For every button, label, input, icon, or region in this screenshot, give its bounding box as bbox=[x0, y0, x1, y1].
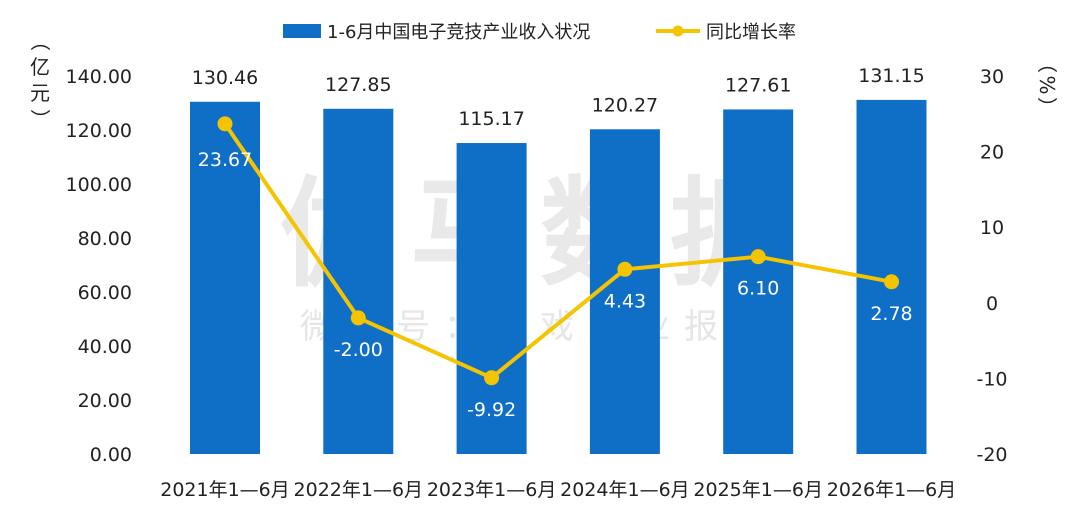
x-axis: 2021年1—6月 2022年1—6月 2023年1—6月 2024年1—6月 2025… bbox=[160, 479, 956, 501]
y-right-tick: 30 bbox=[980, 66, 1004, 88]
bar-value-label: 127.61 bbox=[725, 74, 791, 96]
bar-value-label: 120.27 bbox=[592, 94, 658, 116]
y-left-unit: 亿 bbox=[30, 55, 50, 79]
legend-bar-swatch bbox=[283, 24, 321, 38]
line-point bbox=[484, 370, 500, 386]
y-right-unit: （ bbox=[1035, 53, 1059, 73]
line-point bbox=[617, 261, 633, 277]
legend-line-marker bbox=[672, 25, 684, 37]
y-left-tick: 0.00 bbox=[90, 444, 132, 466]
x-tick-label: 2025年1—6月 bbox=[693, 479, 823, 501]
y-left-tick: 140.00 bbox=[66, 66, 132, 88]
x-tick-label: 2023年1—6月 bbox=[427, 479, 557, 501]
bar-value-label: 115.17 bbox=[458, 108, 524, 130]
legend: 1-6月中国电子竞技产业收入状况 同比增长率 bbox=[283, 22, 796, 43]
line-value-label: -9.92 bbox=[467, 399, 516, 421]
y-left-tick: 20.00 bbox=[78, 390, 132, 412]
bar bbox=[589, 129, 660, 454]
y-left-tick: 100.00 bbox=[66, 174, 132, 196]
y-left-unit: （ bbox=[28, 31, 52, 51]
bar-series: 130.46 127.85 115.17 120.27 127.61 131.15 bbox=[190, 65, 927, 455]
x-tick-label: 2022年1—6月 bbox=[294, 479, 424, 501]
line-point bbox=[884, 274, 899, 290]
line-value-label: 6.10 bbox=[737, 278, 779, 300]
y-left-tick: 80.00 bbox=[78, 228, 132, 250]
y-right-tick: 20 bbox=[980, 142, 1004, 164]
y-right-tick: -10 bbox=[976, 368, 1007, 390]
growth-line bbox=[223, 122, 892, 380]
bar-value-label: 130.46 bbox=[192, 67, 258, 89]
y-right-tick: -20 bbox=[976, 444, 1007, 466]
y-left-tick: 120.00 bbox=[66, 120, 132, 142]
line-value-label: 4.43 bbox=[604, 290, 646, 312]
y-right-unit: ） bbox=[1035, 97, 1059, 117]
y-right-tick: 10 bbox=[980, 217, 1004, 239]
y-right-unit: % bbox=[1035, 75, 1059, 94]
y-left-unit: ） bbox=[28, 109, 52, 129]
line-point bbox=[217, 116, 233, 132]
bar-value-label: 131.15 bbox=[858, 65, 924, 87]
y-left-tick: 40.00 bbox=[78, 336, 132, 358]
y-right-tick: 0 bbox=[986, 293, 998, 315]
line-value-label: -2.00 bbox=[334, 339, 383, 361]
line-value-label: 2.78 bbox=[870, 303, 912, 325]
x-tick-label: 2026年1—6月 bbox=[827, 479, 957, 501]
y-left-tick: 60.00 bbox=[78, 282, 132, 304]
line-series: 23.67 -2.00 -9.92 4.43 6.10 2.78 bbox=[198, 116, 913, 421]
bar bbox=[456, 143, 527, 454]
x-tick-label: 2024年1—6月 bbox=[560, 479, 690, 501]
y-left-unit: 元 bbox=[30, 81, 50, 105]
line-point bbox=[750, 249, 766, 265]
bar-value-label: 127.85 bbox=[325, 74, 391, 96]
legend-line-label: 同比增长率 bbox=[706, 22, 796, 43]
x-tick-label: 2021年1—6月 bbox=[160, 479, 290, 501]
legend-bar-label: 1-6月中国电子竞技产业收入状况 bbox=[327, 22, 590, 43]
line-value-label: 23.67 bbox=[198, 149, 252, 171]
line-point bbox=[350, 310, 366, 326]
right-axis: -20 -10 0 10 20 30 （% ） bbox=[976, 53, 1059, 466]
bar bbox=[723, 109, 794, 454]
left-axis: 0.00 20.00 40.00 60.00 80.00 100.00 120.00 140.… bbox=[28, 31, 132, 466]
